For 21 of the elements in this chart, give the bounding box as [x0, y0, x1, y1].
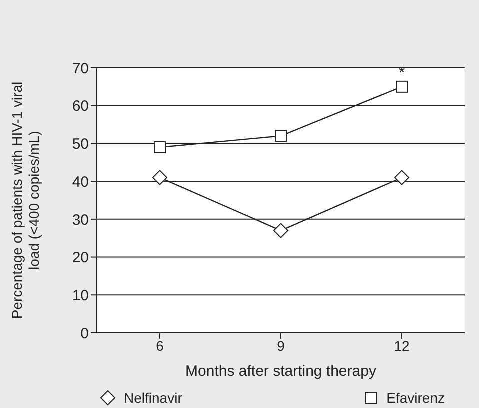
point — [275, 130, 287, 142]
point — [154, 142, 166, 154]
x-tick-label: 12 — [394, 338, 410, 354]
point — [152, 170, 168, 186]
point — [396, 80, 408, 93]
legend-label: Nelfinavir — [123, 390, 182, 406]
y-axis-title: Percentage of patients with HIV-1 viral load (<400 copies/mL) — [9, 82, 42, 320]
x-tick-label: 6 — [156, 338, 164, 354]
y-tick-label: 50 — [72, 136, 89, 154]
point — [394, 170, 410, 186]
x-axis-title: Months after starting therapy — [186, 363, 377, 380]
y-tick-label: 20 — [72, 250, 89, 267]
y-tick-label: 70 — [72, 60, 89, 78]
y-tick-label: 30 — [72, 212, 89, 229]
y-tick-label: 10 — [72, 287, 89, 304]
y-tick-label: 60 — [72, 98, 89, 116]
y-tick-label: 0 — [80, 325, 89, 342]
y-tick-label: 40 — [72, 174, 89, 191]
x-tick-label: 9 — [277, 338, 286, 354]
point — [274, 223, 288, 238]
legend-label: Efavirenz — [386, 390, 445, 406]
